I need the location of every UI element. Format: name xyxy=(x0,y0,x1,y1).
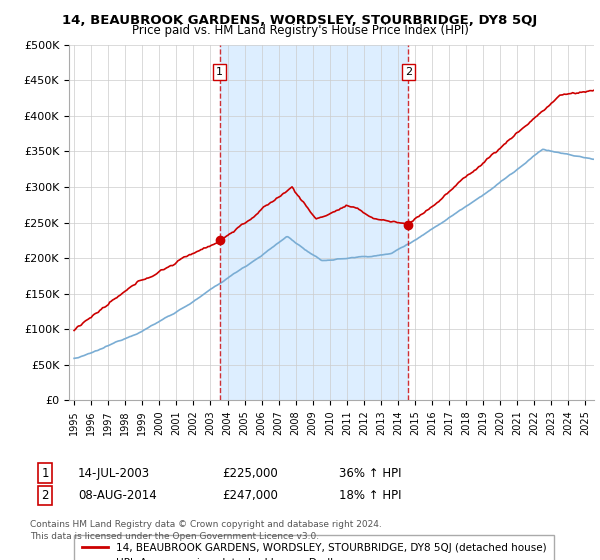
Text: 14, BEAUBROOK GARDENS, WORDSLEY, STOURBRIDGE, DY8 5QJ: 14, BEAUBROOK GARDENS, WORDSLEY, STOURBR… xyxy=(62,14,538,27)
Text: 08-AUG-2014: 08-AUG-2014 xyxy=(78,489,157,502)
Text: 2: 2 xyxy=(404,67,412,77)
Text: 2: 2 xyxy=(41,489,49,502)
Text: Contains HM Land Registry data © Crown copyright and database right 2024.
This d: Contains HM Land Registry data © Crown c… xyxy=(30,520,382,541)
Text: 18% ↑ HPI: 18% ↑ HPI xyxy=(339,489,401,502)
Text: 1: 1 xyxy=(41,466,49,480)
Text: 1: 1 xyxy=(216,67,223,77)
Text: £247,000: £247,000 xyxy=(222,489,278,502)
Text: 36% ↑ HPI: 36% ↑ HPI xyxy=(339,466,401,480)
Text: Price paid vs. HM Land Registry's House Price Index (HPI): Price paid vs. HM Land Registry's House … xyxy=(131,24,469,36)
Bar xyxy=(220,45,408,400)
Text: 14-JUL-2003: 14-JUL-2003 xyxy=(78,466,150,480)
Legend: 14, BEAUBROOK GARDENS, WORDSLEY, STOURBRIDGE, DY8 5QJ (detached house), HPI: Ave: 14, BEAUBROOK GARDENS, WORDSLEY, STOURBR… xyxy=(74,535,554,560)
Text: £225,000: £225,000 xyxy=(222,466,278,480)
